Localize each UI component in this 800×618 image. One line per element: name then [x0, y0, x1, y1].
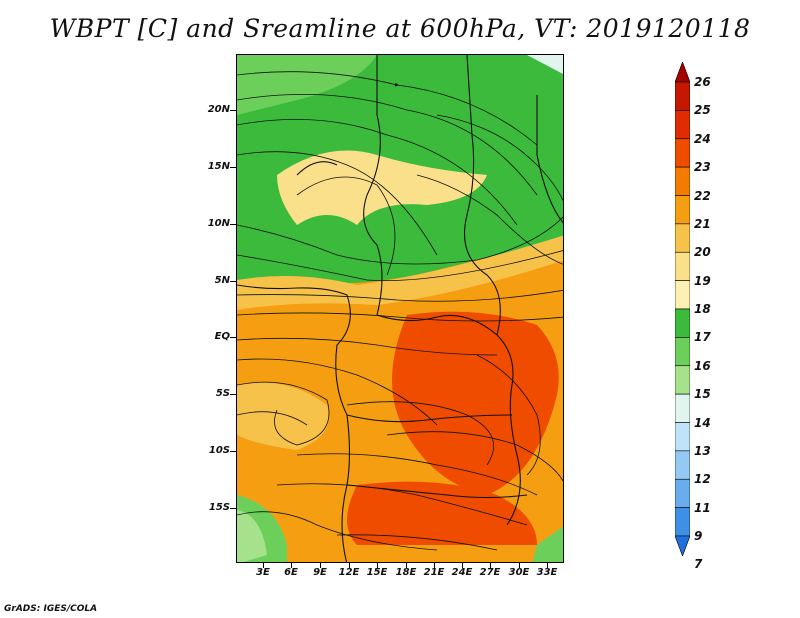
lat-label-10s: 10S	[208, 445, 230, 456]
colorbar-label: 13	[694, 443, 711, 458]
lat-label-10n: 10N	[207, 218, 230, 229]
grads-credit: GrADS: IGES/COLA	[4, 604, 98, 614]
colorbar-label: 12	[694, 472, 711, 487]
colorbar-label: 21	[694, 216, 711, 231]
lon-label-24e: 24E	[451, 567, 473, 578]
colorbar-band	[675, 223, 690, 253]
colorbar-band	[675, 308, 690, 338]
colorbar-label: 11	[694, 500, 711, 515]
colorbar-band	[675, 365, 690, 395]
colorbar-label: 9	[694, 529, 703, 543]
field-yellow-tongue	[277, 150, 487, 225]
lon-label-3e: 3E	[256, 567, 270, 578]
colorbar-label: 14	[694, 415, 711, 430]
lon-label-6e: 6E	[284, 567, 298, 578]
colorbar-band	[675, 337, 690, 367]
lat-label-15n: 15N	[207, 161, 230, 172]
lon-tick	[462, 563, 463, 568]
lat-tick	[230, 281, 236, 282]
colorbar-label: 25	[694, 103, 711, 118]
lon-tick	[349, 563, 350, 568]
colorbar-band	[675, 110, 690, 140]
colorbar-band	[675, 81, 690, 111]
colorbar-band	[675, 478, 690, 508]
colorbar-band	[675, 138, 690, 168]
lon-tick	[263, 563, 264, 568]
colorbar-band	[675, 280, 690, 310]
lon-label-30e: 30E	[508, 567, 530, 578]
colorbar-band	[675, 507, 690, 537]
lat-tick	[230, 337, 236, 338]
lat-tick	[230, 508, 236, 509]
colorbar-label: 19	[694, 273, 711, 288]
colorbar-label: 20	[694, 245, 711, 260]
lon-label-15e: 15E	[366, 567, 388, 578]
lon-tick	[434, 563, 435, 568]
wbpt-field	[237, 55, 563, 562]
colorbar-bottom-triangle	[675, 535, 690, 556]
lat-label-eq: EQ	[214, 331, 230, 342]
field-red-east	[392, 311, 559, 495]
lon-label-33e: 33E	[536, 567, 558, 578]
lon-tick	[291, 563, 292, 568]
lon-tick	[320, 563, 321, 568]
lat-label-5s: 5S	[215, 388, 230, 399]
colorbar-band	[675, 450, 690, 480]
colorbar-band	[675, 422, 690, 452]
lon-label-9e: 9E	[313, 567, 327, 578]
lon-label-21e: 21E	[423, 567, 445, 578]
lon-tick	[519, 563, 520, 568]
streamlines	[237, 71, 563, 551]
lat-label-15s: 15S	[208, 502, 230, 513]
colorbar-band	[675, 166, 690, 196]
map-title: WBPT [C] and Sreamline at 600hPa, VT: 20…	[49, 14, 751, 43]
colorbar	[675, 62, 690, 556]
lat-label-5n: 5N	[214, 275, 230, 286]
colorbar-label: 23	[694, 160, 711, 175]
colorbar-label: 18	[694, 302, 711, 316]
colorbar-label: 17	[694, 330, 711, 345]
colorbar-label: 7	[694, 557, 703, 572]
country-borders	[237, 55, 563, 562]
lat-tick	[230, 167, 236, 168]
lat-tick	[230, 110, 236, 111]
colorbar-label: 15	[694, 387, 711, 402]
lat-tick	[230, 394, 236, 395]
colorbar-label: 24	[694, 131, 711, 146]
colorbar-label: 16	[694, 358, 711, 373]
colorbar-band	[675, 251, 690, 281]
lon-label-27e: 27E	[479, 567, 501, 578]
map-panel	[236, 54, 564, 563]
lat-label-20n: 20N	[207, 104, 230, 115]
lon-tick	[406, 563, 407, 568]
colorbar-top-triangle	[675, 62, 690, 83]
colorbar-band	[675, 195, 690, 225]
lon-tick	[490, 563, 491, 568]
colorbar-label: 22	[694, 188, 711, 203]
lat-tick	[230, 451, 236, 452]
lat-tick	[230, 224, 236, 225]
lon-label-12e: 12E	[338, 567, 360, 578]
colorbar-band	[675, 393, 690, 423]
lon-tick	[547, 563, 548, 568]
lon-tick	[377, 563, 378, 568]
lon-label-18e: 18E	[395, 567, 417, 578]
colorbar-label: 26	[694, 75, 711, 89]
